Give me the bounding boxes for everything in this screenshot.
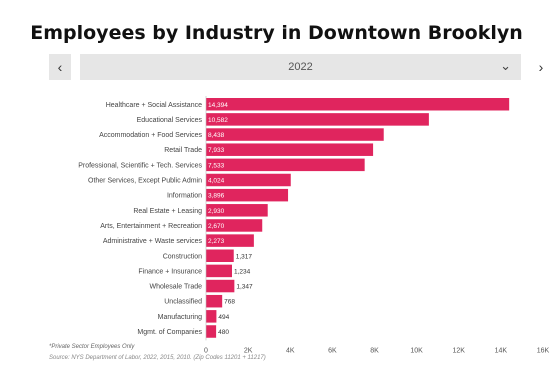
category-label: Finance + Insurance bbox=[138, 268, 202, 275]
bar[interactable] bbox=[206, 173, 291, 187]
category-label: Real Estate + Leasing bbox=[133, 208, 202, 215]
x-tick-label: 8K bbox=[370, 347, 379, 354]
chevron-left-icon: ‹ bbox=[57, 59, 63, 75]
category-label: Arts, Entertainment + Recreation bbox=[100, 223, 202, 230]
value-label: 4,024 bbox=[208, 178, 225, 185]
x-tick-label: 6K bbox=[328, 347, 337, 354]
chevron-right-icon: › bbox=[538, 59, 544, 75]
x-tick-label: 4K bbox=[286, 347, 295, 354]
bar[interactable] bbox=[206, 219, 263, 232]
category-label: Unclassified bbox=[164, 299, 202, 306]
category-label: Manufacturing bbox=[158, 314, 202, 321]
value-label: 8,438 bbox=[208, 132, 225, 139]
value-label: 2,930 bbox=[208, 208, 225, 215]
chart-title: Employees by Industry in Downtown Brookl… bbox=[30, 22, 523, 44]
bar[interactable] bbox=[206, 188, 289, 202]
bar[interactable] bbox=[206, 234, 254, 247]
category-label: Other Services, Except Public Admin bbox=[88, 178, 202, 185]
bar[interactable] bbox=[206, 325, 217, 338]
bar[interactable] bbox=[206, 249, 234, 263]
value-label: 768 bbox=[224, 299, 235, 306]
x-tick-label: 2K bbox=[244, 347, 253, 354]
value-label: 1,347 bbox=[236, 284, 253, 291]
next-year-button[interactable]: › bbox=[530, 54, 552, 80]
bar[interactable] bbox=[206, 143, 374, 156]
footnote: *Private Sector Employees Only bbox=[49, 344, 135, 350]
value-label: 480 bbox=[218, 329, 229, 336]
category-label: Accommodation + Food Services bbox=[99, 132, 202, 139]
category-label: Construction bbox=[163, 253, 202, 260]
x-tick-label: 16K bbox=[537, 347, 550, 354]
category-label: Information bbox=[167, 193, 202, 200]
value-label: 2,273 bbox=[208, 238, 225, 245]
bar[interactable] bbox=[206, 310, 217, 323]
x-tick-label: 0 bbox=[204, 347, 208, 354]
bar[interactable] bbox=[206, 279, 235, 293]
category-label: Mgmt. of Companies bbox=[137, 329, 202, 336]
category-label: Educational Services bbox=[137, 117, 203, 124]
category-label: Wholesale Trade bbox=[149, 284, 202, 291]
x-tick-label: 14K bbox=[495, 347, 508, 354]
year-select-value: 2022 bbox=[288, 61, 313, 73]
x-tick-label: 10K bbox=[410, 347, 423, 354]
bar[interactable] bbox=[206, 98, 510, 111]
category-label: Retail Trade bbox=[164, 147, 202, 154]
value-label: 3,896 bbox=[208, 193, 225, 200]
value-label: 7,933 bbox=[208, 147, 225, 154]
value-label: 10,582 bbox=[208, 117, 228, 124]
bar[interactable] bbox=[206, 264, 232, 278]
value-label: 1,317 bbox=[236, 253, 253, 260]
bar[interactable] bbox=[206, 113, 429, 126]
source-note: Source: NYS Department of Labor, 2022, 2… bbox=[49, 355, 266, 361]
category-label: Administrative + Waste services bbox=[103, 238, 203, 245]
year-select[interactable]: 2022 ⌄ bbox=[80, 54, 521, 80]
x-tick-label: 12K bbox=[453, 347, 466, 354]
bar[interactable] bbox=[206, 294, 223, 308]
value-label: 2,670 bbox=[208, 223, 225, 230]
bar[interactable] bbox=[206, 158, 365, 172]
value-label: 14,394 bbox=[208, 102, 228, 109]
value-label: 1,234 bbox=[234, 268, 251, 275]
bar[interactable] bbox=[206, 204, 268, 217]
value-label: 494 bbox=[218, 314, 229, 321]
bar[interactable] bbox=[206, 128, 384, 141]
value-label: 7,533 bbox=[208, 162, 225, 169]
category-label: Healthcare + Social Assistance bbox=[106, 102, 202, 109]
category-label: Professional, Scientific + Tech. Service… bbox=[78, 162, 202, 169]
previous-year-button[interactable]: ‹ bbox=[49, 54, 71, 80]
chevron-down-icon: ⌄ bbox=[500, 58, 511, 73]
